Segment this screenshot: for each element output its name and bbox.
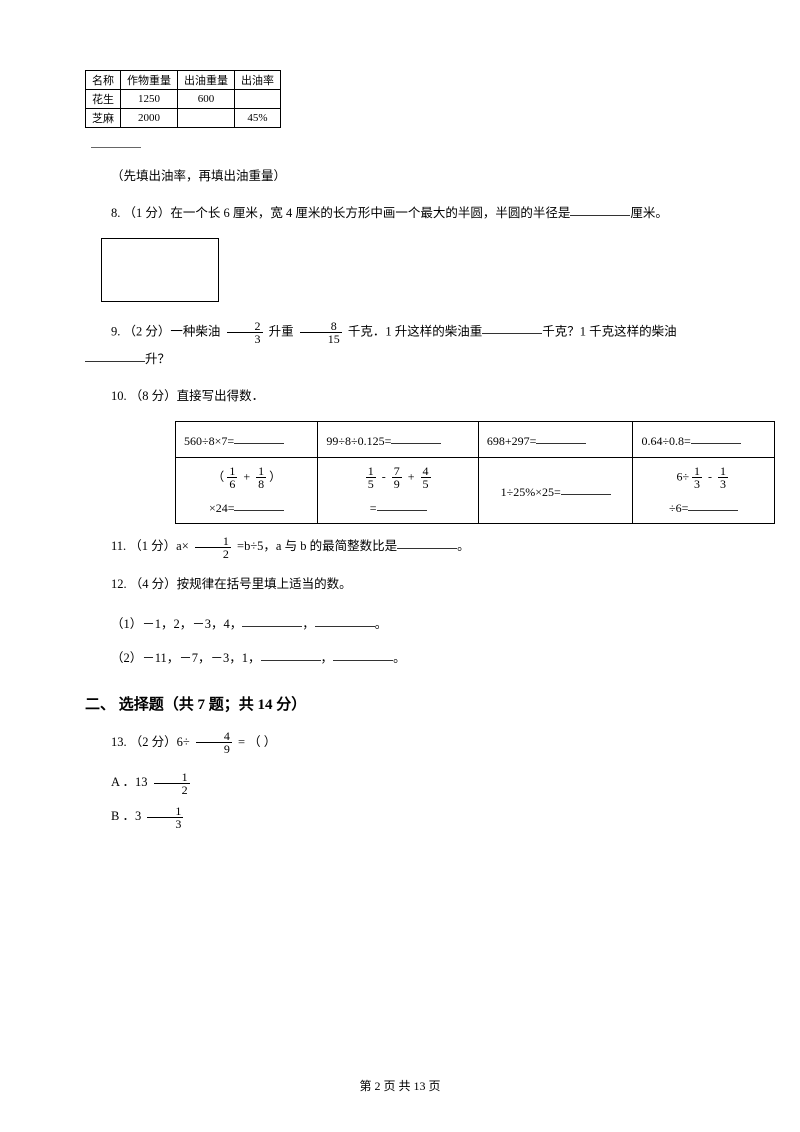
q12-blank[interactable] — [242, 613, 302, 627]
calc-blank[interactable] — [391, 430, 441, 444]
fraction-1-2: 12 — [154, 771, 190, 796]
q12-blank[interactable] — [261, 647, 321, 661]
option-a[interactable]: A ．13 12 — [85, 767, 715, 797]
q10-title: 10. （8 分）直接写出得数． — [85, 384, 715, 409]
q9-blank1[interactable] — [482, 320, 542, 334]
table-blank-line — [91, 134, 141, 148]
calc-blank[interactable] — [234, 430, 284, 444]
th-name: 名称 — [86, 71, 121, 90]
calc-row-1: 560÷8×7= 99÷8÷0.125= 698+297= 0.64÷0.8= — [176, 422, 775, 458]
q12-blank[interactable] — [315, 613, 375, 627]
q11-blank[interactable] — [397, 535, 457, 549]
q13-text: 13. （2 分）6÷ 49 = （ ） — [85, 730, 715, 756]
q8-blank[interactable] — [570, 202, 630, 216]
th-rate: 出油率 — [235, 71, 281, 90]
q12-sub2: （2）－11，－7，－3，1，，。 — [85, 643, 715, 673]
fraction-8-15: 815 — [300, 320, 342, 345]
th-crop: 作物重量 — [121, 71, 178, 90]
option-b[interactable]: B ．3 13 — [85, 801, 715, 831]
fraction-1-2: 12 — [195, 535, 231, 560]
table-row: 芝麻 2000 45% — [86, 109, 281, 128]
fraction-1-3: 13 — [147, 805, 183, 830]
q12-blank[interactable] — [333, 647, 393, 661]
q12-title: 12. （4 分）按规律在括号里填上适当的数。 — [85, 572, 715, 597]
q8-text: 8. （1 分）在一个长 6 厘米，宽 4 厘米的长方形中画一个最大的半圆，半圆… — [85, 201, 715, 226]
th-oil: 出油重量 — [178, 71, 235, 90]
calc-blank[interactable] — [561, 481, 611, 495]
fraction-2-3: 23 — [227, 320, 263, 345]
calc-blank[interactable] — [234, 497, 284, 511]
q8-rectangle — [101, 238, 219, 302]
oil-table: 名称 作物重量 出油重量 出油率 花生 1250 600 芝麻 2000 45% — [85, 70, 281, 128]
q9-blank2[interactable] — [85, 348, 145, 362]
page-footer: 第 2 页 共 13 页 — [0, 1077, 800, 1094]
q12-sub1: （1）－1，2，－3，4，，。 — [85, 609, 715, 639]
calc-blank[interactable] — [688, 497, 738, 511]
q7-caption: （先填出油率，再填出油重量） — [85, 164, 715, 189]
q11-text: 11. （1 分）a× 12 =b÷5，a 与 b 的最简整数比是。 — [85, 534, 715, 560]
calc-row-2: （16 + 18） ×24= 15 - 79 + 45 = 1÷25%×25= … — [176, 458, 775, 524]
calc-blank[interactable] — [691, 430, 741, 444]
q9-text: 9. （2 分）一种柴油 23 升重 815 千克．1 升这样的柴油重千克？1 … — [85, 320, 715, 345]
calc-blank[interactable] — [536, 430, 586, 444]
table-row: 花生 1250 600 — [86, 90, 281, 109]
section-2-heading: 二、 选择题（共 7 题；共 14 分） — [85, 693, 715, 714]
calc-table: 560÷8×7= 99÷8÷0.125= 698+297= 0.64÷0.8= … — [175, 421, 775, 524]
calc-blank[interactable] — [377, 497, 427, 511]
fraction-4-9: 49 — [196, 730, 232, 755]
